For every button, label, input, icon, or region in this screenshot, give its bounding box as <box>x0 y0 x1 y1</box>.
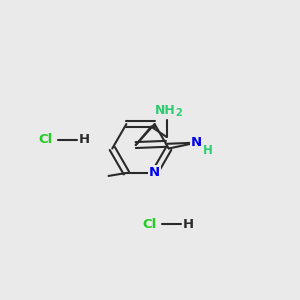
Text: NH: NH <box>155 104 176 117</box>
Text: N: N <box>191 136 202 149</box>
Text: H: H <box>79 133 90 146</box>
Text: Cl: Cl <box>39 133 53 146</box>
Text: H: H <box>203 145 213 158</box>
Text: N: N <box>149 167 160 179</box>
Text: Cl: Cl <box>143 218 157 231</box>
Text: 2: 2 <box>176 108 182 118</box>
Text: H: H <box>183 218 194 231</box>
